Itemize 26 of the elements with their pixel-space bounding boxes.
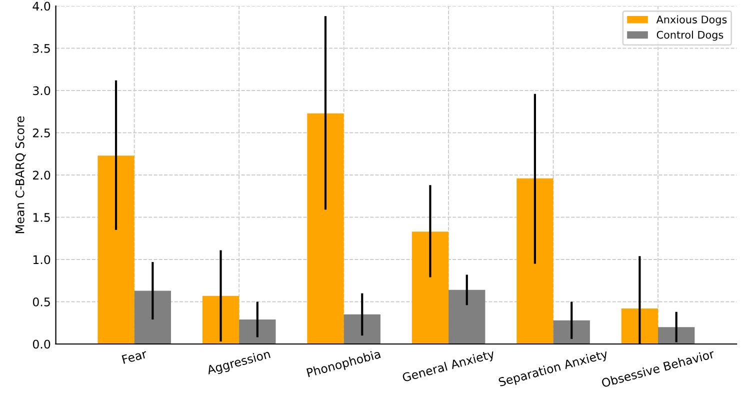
y-axis-title: Mean C-BARQ Score bbox=[15, 116, 26, 234]
y-tick-label: 3.5 bbox=[33, 44, 50, 53]
bar bbox=[307, 113, 344, 344]
bar bbox=[239, 319, 276, 344]
y-tick-label: 0.0 bbox=[32, 340, 50, 349]
y-tick-label: 3.0 bbox=[33, 86, 50, 96]
bar bbox=[134, 290, 172, 344]
bar bbox=[448, 290, 486, 344]
legend-label: Anxious Dogs bbox=[656, 15, 727, 26]
bar bbox=[202, 296, 240, 344]
bar bbox=[412, 232, 449, 344]
legend-label: Control Dogs bbox=[656, 30, 724, 41]
y-tick-label: 0.5 bbox=[32, 297, 50, 306]
y-tick-label: 2.0 bbox=[33, 170, 50, 180]
bar bbox=[344, 314, 380, 344]
bar bbox=[658, 327, 695, 344]
y-tick-label: 2.5 bbox=[33, 128, 50, 138]
y-tick-label: 1.5 bbox=[33, 213, 50, 222]
y-tick-label: 1.0 bbox=[33, 255, 50, 264]
y-tick-label: 4.0 bbox=[32, 2, 50, 11]
bar bbox=[516, 178, 554, 344]
bar bbox=[621, 308, 658, 344]
x-tick-label: General Anxiety bbox=[402, 348, 496, 384]
x-tick-label: Fear bbox=[122, 349, 148, 364]
bar bbox=[98, 156, 134, 344]
bar bbox=[553, 320, 590, 344]
